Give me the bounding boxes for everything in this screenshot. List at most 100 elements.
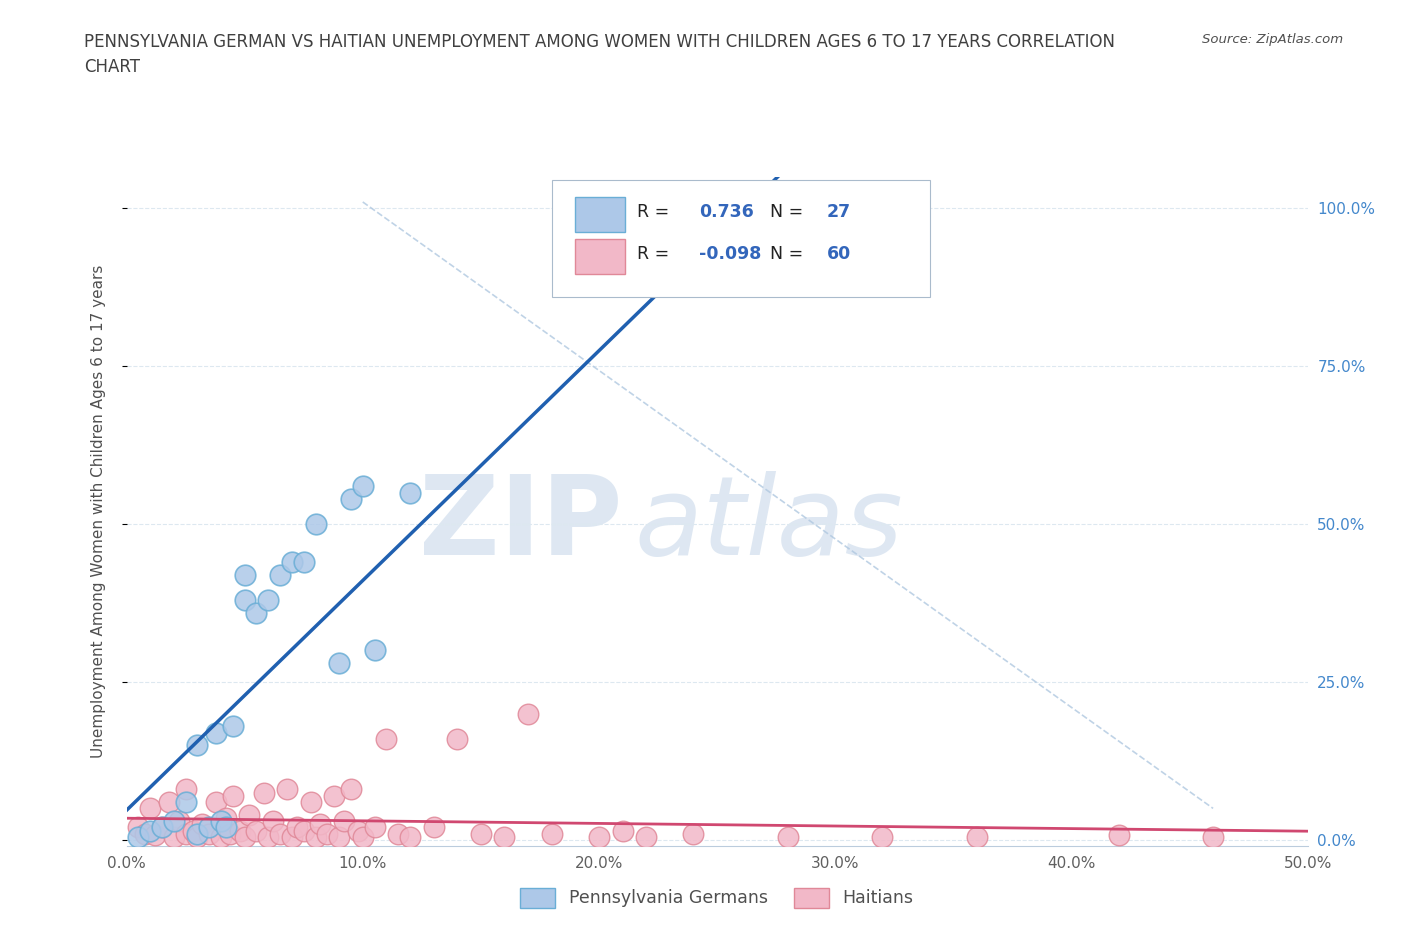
Point [387,826,409,841]
Point [316,826,339,841]
Point [269,567,291,582]
Point [198,826,221,841]
Point [299,794,322,809]
Point [399,830,422,844]
Point [262,814,284,829]
Point [215,820,238,835]
Point [540,826,562,841]
Point [446,732,468,747]
Point [174,782,197,797]
Point [222,789,245,804]
Point [205,725,228,740]
Point [323,789,346,804]
Point [276,782,298,797]
Point [174,826,197,841]
Point [191,817,214,831]
Point [139,801,162,816]
Point [333,814,356,829]
Point [363,820,385,835]
Point [233,592,256,607]
Point [238,807,260,822]
Point [304,830,326,844]
Point [1108,828,1130,843]
Point [612,823,634,838]
Point [245,823,267,838]
Point [181,823,204,838]
Point [872,830,894,844]
Point [776,232,799,247]
Point [285,820,308,835]
Point [328,656,350,671]
Point [682,826,704,841]
Point [352,479,374,494]
Text: CHART: CHART [84,58,141,75]
Point [134,826,156,841]
Point [163,830,186,844]
Point [269,826,291,841]
Point [157,794,180,809]
Text: ZIP: ZIP [419,472,623,578]
Point [205,794,228,809]
Point [233,567,256,582]
Point [209,814,232,829]
Point [209,830,232,844]
Point [167,814,190,829]
Point [257,830,280,844]
Point [776,830,799,844]
Point [174,794,197,809]
Point [1202,830,1225,844]
Point [150,820,173,835]
Point [186,826,208,841]
Point [588,830,610,844]
Text: N =: N = [770,245,803,262]
Point [340,782,363,797]
Point [340,491,363,506]
FancyBboxPatch shape [551,180,929,298]
Text: PENNSYLVANIA GERMAN VS HAITIAN UNEMPLOYMENT AMONG WOMEN WITH CHILDREN AGES 6 TO : PENNSYLVANIA GERMAN VS HAITIAN UNEMPLOYM… [84,33,1115,50]
Point [150,820,173,835]
Text: 0.736: 0.736 [699,203,754,221]
Point [309,817,332,831]
Point [127,820,149,835]
Point [375,732,398,747]
Text: atlas: atlas [634,472,903,578]
Point [143,828,166,843]
Y-axis label: Unemployment Among Women with Children Ages 6 to 17 years: Unemployment Among Women with Children A… [91,265,105,758]
Point [470,826,492,841]
Point [186,737,208,752]
Point [292,554,315,569]
Point [304,517,326,532]
Point [215,810,238,825]
Point [328,830,350,844]
Point [219,826,242,841]
Point [281,554,304,569]
Point [966,830,988,844]
Point [517,706,540,721]
Point [347,823,370,838]
Text: Source: ZipAtlas.com: Source: ZipAtlas.com [1202,33,1343,46]
Text: -0.098: -0.098 [699,245,762,262]
Point [198,820,221,835]
Point [636,830,658,844]
Text: R =: R = [637,245,669,262]
Point [281,830,304,844]
Point [229,823,252,838]
Point [127,830,149,844]
FancyBboxPatch shape [575,239,624,273]
Text: 60: 60 [827,245,851,262]
Point [245,605,267,620]
Point [257,592,280,607]
Point [222,719,245,734]
Point [163,814,186,829]
Point [252,785,274,800]
Text: 27: 27 [827,203,851,221]
Point [186,830,208,844]
Point [139,823,162,838]
Text: N =: N = [770,203,803,221]
Point [754,232,776,247]
Point [292,823,315,838]
Point [422,820,444,835]
Text: R =: R = [637,203,669,221]
Point [233,830,256,844]
Point [352,830,374,844]
